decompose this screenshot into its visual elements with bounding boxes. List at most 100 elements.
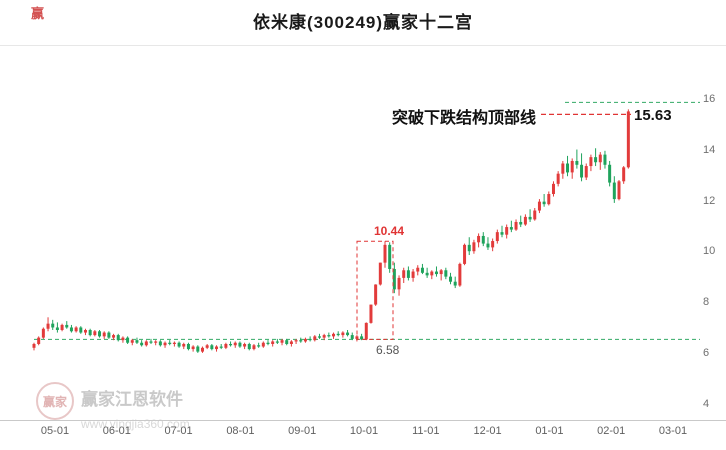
candle-body bbox=[430, 271, 434, 276]
candle-body bbox=[477, 235, 481, 243]
candle-body bbox=[261, 342, 265, 347]
candle-body bbox=[168, 342, 172, 344]
candle-body bbox=[74, 327, 78, 332]
candle-body bbox=[622, 167, 626, 182]
candle-body bbox=[163, 342, 167, 346]
candle-body bbox=[317, 336, 321, 338]
candle-body bbox=[514, 221, 518, 230]
candle-body bbox=[266, 342, 270, 344]
candle-body bbox=[182, 343, 186, 347]
candle-body bbox=[247, 343, 251, 350]
candle-body bbox=[303, 338, 307, 342]
candle-body bbox=[420, 267, 424, 273]
candle-body bbox=[280, 340, 284, 343]
candle-body bbox=[46, 323, 50, 329]
candle-body bbox=[196, 346, 200, 352]
candle-body bbox=[491, 241, 495, 248]
candle-body bbox=[126, 337, 130, 343]
candle-body bbox=[439, 270, 443, 275]
candle-body bbox=[612, 182, 616, 200]
candle-body bbox=[98, 331, 102, 337]
candle-body bbox=[233, 342, 237, 346]
candle-body bbox=[580, 164, 584, 178]
candle-body bbox=[289, 341, 293, 344]
candle-body bbox=[509, 227, 513, 230]
candle-body bbox=[364, 322, 368, 340]
brand-logo-icon: 赢家 bbox=[36, 382, 74, 420]
candle-body bbox=[598, 154, 602, 163]
candle-body bbox=[570, 160, 574, 173]
box-high-label: 10.44 bbox=[374, 224, 405, 238]
candle-body bbox=[51, 323, 55, 328]
candle-body bbox=[327, 335, 331, 337]
candle-body bbox=[603, 154, 607, 165]
candle-body bbox=[271, 341, 275, 344]
candle-body bbox=[158, 341, 162, 346]
candle-body bbox=[224, 343, 228, 348]
candle-body bbox=[79, 327, 83, 333]
candle-body bbox=[556, 173, 560, 184]
candle-body bbox=[341, 332, 345, 336]
breakout-price-label: 15.63 bbox=[634, 107, 672, 124]
candle-body bbox=[388, 244, 392, 270]
candle-body bbox=[299, 340, 303, 342]
candle-body bbox=[308, 338, 312, 341]
candle-body bbox=[37, 337, 41, 344]
candle-body bbox=[41, 328, 45, 338]
structure-box bbox=[356, 240, 394, 340]
candle-body bbox=[453, 281, 457, 286]
chart-title: 依米康(300249)赢家十二宫 bbox=[252, 13, 474, 32]
candle-body bbox=[626, 111, 630, 168]
brand-name: 赢家江恩软件 bbox=[81, 390, 183, 409]
candle-body bbox=[449, 276, 453, 282]
candle-body bbox=[434, 271, 438, 275]
candle-body bbox=[392, 269, 396, 290]
candle-body bbox=[238, 342, 242, 347]
candle-body bbox=[140, 342, 144, 346]
candle-body bbox=[285, 340, 289, 344]
candle-body bbox=[93, 331, 97, 336]
candle-body bbox=[444, 270, 448, 277]
candle-body bbox=[102, 332, 106, 337]
candle-body bbox=[205, 345, 209, 348]
candle-body bbox=[149, 341, 153, 343]
candle-body bbox=[88, 330, 92, 336]
candle-body bbox=[350, 335, 354, 339]
candle-body bbox=[191, 346, 195, 350]
candle-body bbox=[65, 324, 69, 328]
candle-body bbox=[177, 342, 181, 347]
candle-body bbox=[481, 235, 485, 244]
candle-body bbox=[332, 333, 336, 337]
candle-body bbox=[69, 327, 73, 332]
box-low-label: 6.58 bbox=[376, 343, 400, 357]
x-axis-line bbox=[0, 420, 726, 421]
candle-body bbox=[561, 163, 565, 174]
candle-body bbox=[378, 262, 382, 285]
candle-body bbox=[542, 201, 546, 205]
candle-body bbox=[121, 337, 125, 341]
candle-body bbox=[130, 340, 134, 343]
candle-body bbox=[594, 157, 598, 163]
candle-body bbox=[551, 183, 555, 195]
candle-body bbox=[172, 342, 176, 344]
candle-body bbox=[486, 243, 490, 248]
candle-body bbox=[589, 157, 593, 167]
candle-body bbox=[463, 244, 467, 264]
candle-body bbox=[472, 242, 476, 252]
candle-body bbox=[360, 336, 364, 340]
candle-body bbox=[383, 244, 387, 263]
candle-body bbox=[219, 346, 223, 348]
candle-body bbox=[402, 270, 406, 278]
candle-body bbox=[575, 160, 579, 165]
brand-logo-text: 赢家 bbox=[42, 394, 67, 409]
candle-body bbox=[60, 324, 64, 331]
candle-body bbox=[252, 345, 256, 350]
candle-body bbox=[346, 332, 350, 336]
candle-body bbox=[215, 346, 219, 350]
candle-body bbox=[566, 163, 570, 173]
candle-body bbox=[369, 304, 373, 323]
candle-body bbox=[608, 164, 612, 183]
candle-body bbox=[229, 343, 233, 346]
